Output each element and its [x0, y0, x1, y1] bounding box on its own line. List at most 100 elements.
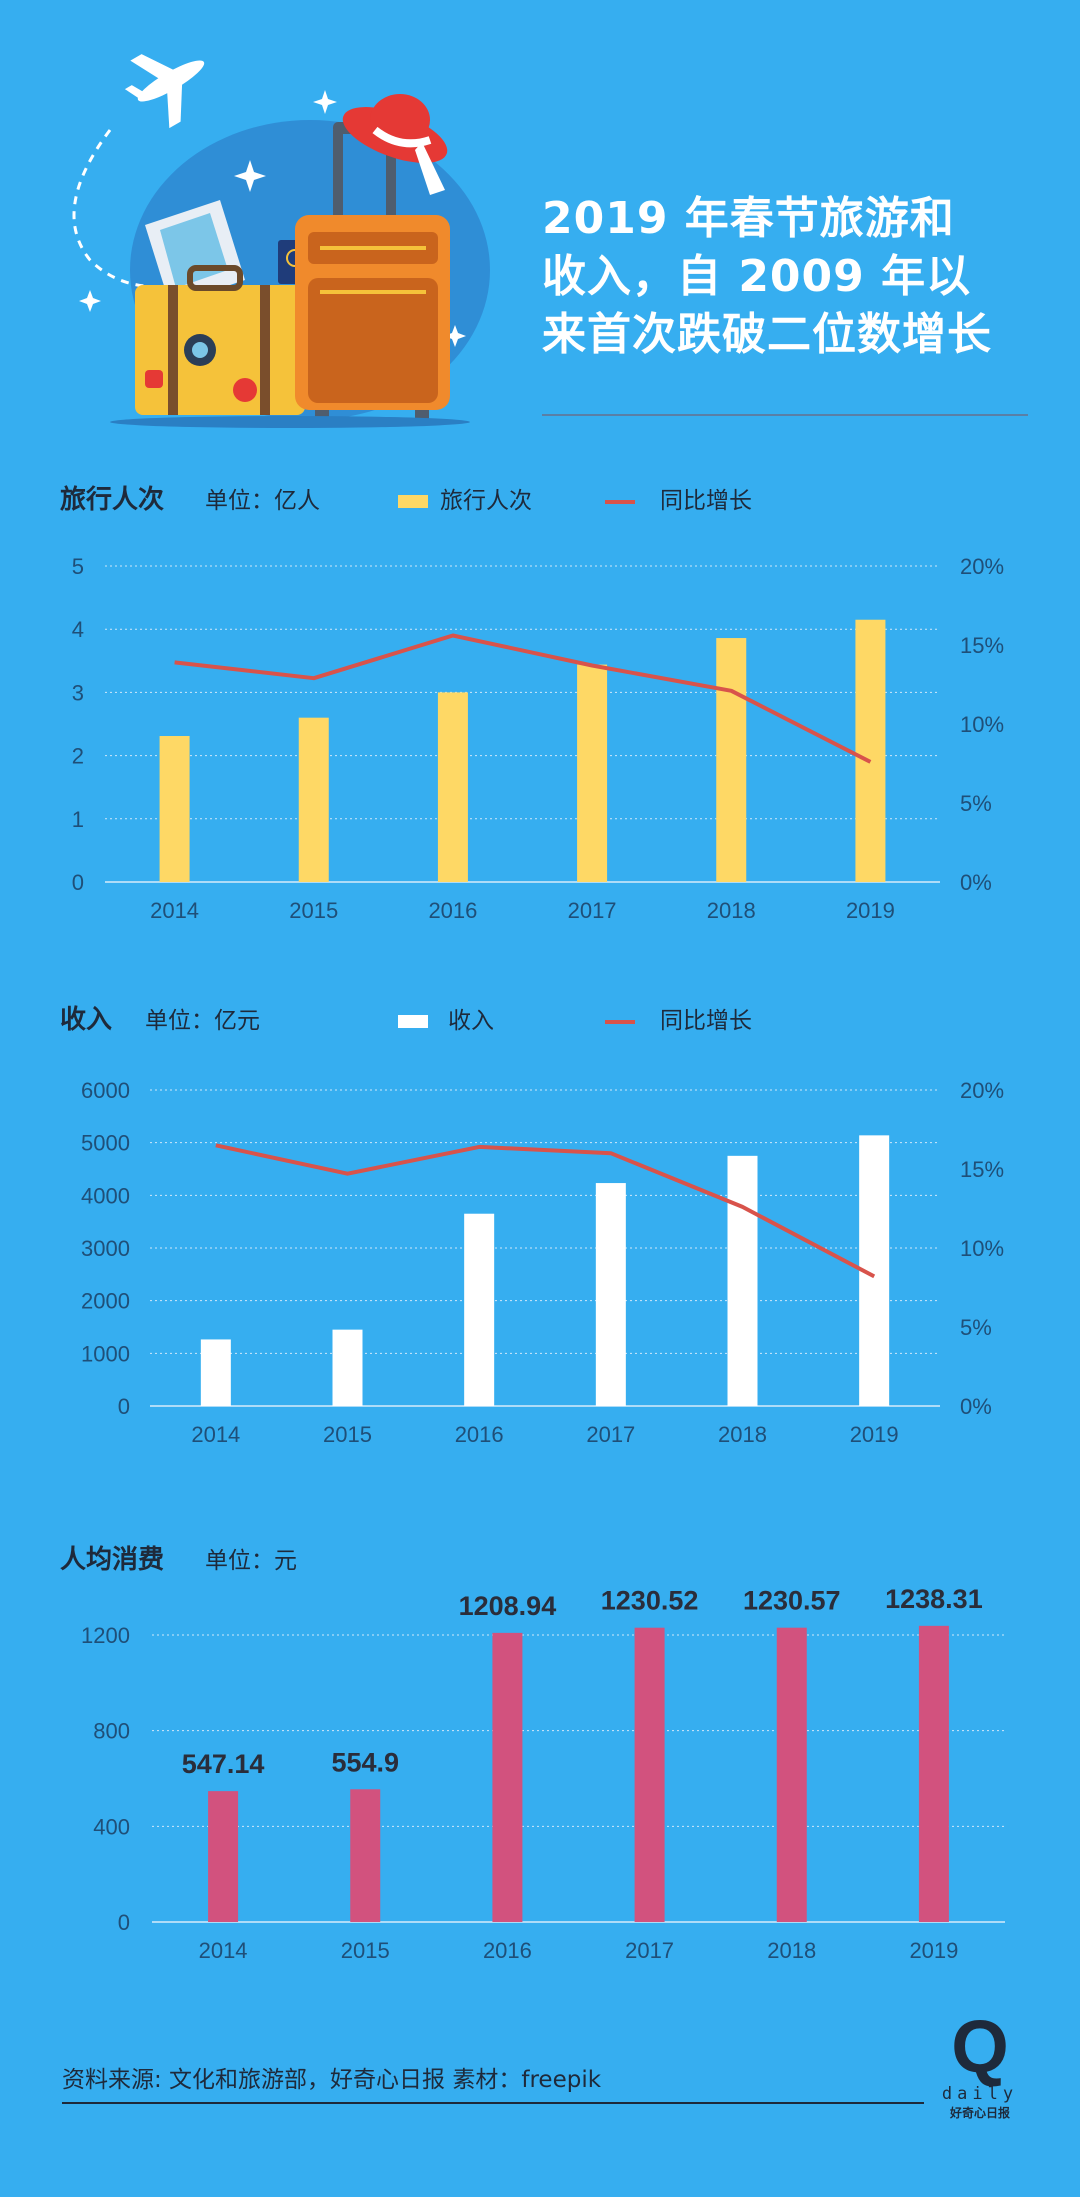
sparkle-icon — [79, 90, 466, 347]
y-tick-label: 0 — [72, 870, 84, 895]
bar — [208, 1791, 239, 1922]
chart-title: 收入 — [60, 1005, 112, 1035]
y2-tick-label: 20% — [960, 1078, 1004, 1103]
y-tick-label: 4 — [72, 617, 84, 642]
bar — [437, 692, 468, 882]
bar — [918, 1625, 949, 1922]
bar — [350, 1789, 381, 1922]
y-tick-label: 1200 — [81, 1623, 130, 1648]
x-tick-label: 2016 — [455, 1422, 504, 1447]
source-divider — [62, 2102, 924, 2104]
y2-tick-label: 5% — [960, 1315, 992, 1340]
logo-letter: Q — [951, 2005, 1009, 2088]
y2-tick-label: 0% — [960, 870, 992, 895]
bar — [634, 1627, 665, 1922]
title-line: 2019 年春节旅游和 — [542, 193, 955, 244]
legend-label: 同比增长 — [660, 1008, 752, 1034]
y2-tick-label: 10% — [960, 712, 1004, 737]
ground-shadow — [110, 416, 470, 428]
y-tick-label: 5000 — [81, 1131, 130, 1156]
y-tick-label: 800 — [93, 1719, 130, 1744]
y2-tick-label: 15% — [960, 633, 1004, 658]
x-tick-label: 2015 — [289, 898, 338, 923]
y-tick-label: 400 — [93, 1814, 130, 1839]
x-tick-label: 2015 — [323, 1422, 372, 1447]
x-tick-label: 2019 — [909, 1938, 958, 1963]
data-label: 554.9 — [331, 1747, 399, 1777]
title-line: 来首次跌破二位数增长 — [542, 309, 992, 360]
source-note: 资料来源: 文化和旅游部，好奇心日报 素材：freepik — [62, 2067, 602, 2093]
x-tick-label: 2018 — [767, 1938, 816, 1963]
legend-label: 同比增长 — [660, 488, 752, 514]
logo-word: daily — [941, 2084, 1019, 2104]
bar — [492, 1632, 523, 1922]
x-tick-label: 2019 — [850, 1422, 899, 1447]
growth-line — [174, 633, 872, 764]
y-tick-label: 4000 — [81, 1183, 130, 1208]
y2-tick-label: 0% — [960, 1394, 992, 1419]
chart-title: 人均消费 — [60, 1545, 164, 1575]
y-tick-label: 3000 — [81, 1236, 130, 1261]
legend-line-swatch — [605, 1020, 635, 1024]
bar — [855, 619, 886, 882]
bar — [464, 1213, 495, 1406]
legend-label: 旅行人次 — [440, 488, 532, 514]
x-tick-label: 2018 — [718, 1422, 767, 1447]
chart-unit: 单位：亿人 — [205, 488, 320, 514]
trips-chart: 旅行人次 单位：亿人 旅行人次 同比增长 0 1 2 3 4 5 0% 5% 10% 15% 20%… — [60, 484, 1004, 923]
y-tick-label: 6000 — [81, 1078, 130, 1103]
bar — [716, 638, 747, 882]
y-tick-label: 0 — [118, 1910, 130, 1935]
legend-label: 收入 — [448, 1008, 494, 1034]
y2-tick-label: 15% — [960, 1157, 1004, 1182]
legend-line-swatch — [605, 500, 635, 504]
y-tick-label: 0 — [118, 1394, 130, 1419]
y-tick-label: 1000 — [81, 1341, 130, 1366]
x-tick-label: 2014 — [199, 1938, 248, 1963]
bar — [595, 1183, 626, 1406]
y2-tick-label: 20% — [960, 554, 1004, 579]
airplane-icon — [124, 54, 205, 129]
orange-suitcase — [295, 122, 450, 420]
bar — [332, 1329, 363, 1406]
revenue-chart: 收入 单位：亿元 收入 同比增长 0 1000 2000 3000 4000 5000 60… — [60, 1005, 1004, 1447]
y-tick-label: 3 — [72, 680, 84, 705]
sun-hat-icon — [342, 94, 448, 195]
legend-bar-swatch — [398, 1015, 428, 1028]
y-tick-label: 2000 — [81, 1289, 130, 1314]
x-tick-label: 2015 — [341, 1938, 390, 1963]
growth-line — [215, 1143, 876, 1279]
logo-subtitle: 好奇心日报 — [949, 2106, 1010, 2120]
bar — [159, 736, 190, 882]
bar — [200, 1339, 231, 1406]
data-label: 547.14 — [182, 1749, 265, 1779]
y-tick-label: 5 — [72, 554, 84, 579]
data-label: 1230.57 — [743, 1586, 841, 1616]
y-tick-label: 1 — [72, 807, 84, 832]
legend-bar-swatch — [398, 495, 428, 508]
data-label: 1238.31 — [885, 1584, 983, 1614]
x-tick-label: 2019 — [846, 898, 895, 923]
chart-unit: 单位：亿元 — [145, 1008, 260, 1034]
x-tick-label: 2017 — [625, 1938, 674, 1963]
x-tick-label: 2014 — [150, 898, 199, 923]
chart-unit: 单位：元 — [205, 1548, 297, 1574]
qdaily-logo: Q daily 好奇心日报 — [940, 2010, 1020, 2135]
data-label: 1230.52 — [601, 1586, 699, 1616]
x-tick-label: 2018 — [707, 898, 756, 923]
y-tick-label: 2 — [72, 744, 84, 769]
x-tick-label: 2014 — [191, 1422, 240, 1447]
page-title: 2019 年春节旅游和 收入，自 2009 年以 来首次跌破二位数增长 — [542, 190, 1042, 364]
y2-tick-label: 10% — [960, 1236, 1004, 1261]
chart-title: 旅行人次 — [60, 484, 164, 515]
title-line: 收入，自 2009 年以 — [542, 251, 972, 302]
bar — [577, 664, 608, 882]
x-tick-label: 2017 — [586, 1422, 635, 1447]
bar — [776, 1627, 807, 1922]
x-tick-label: 2016 — [483, 1938, 532, 1963]
travel-illustration — [72, 54, 490, 428]
yellow-suitcase — [135, 265, 305, 415]
title-divider — [542, 414, 1028, 416]
per-capita-spend-chart: 人均消费 单位：元 0 400 800 1200 2014 547.14 2015 554.9… — [60, 1545, 1005, 1963]
bar — [727, 1155, 758, 1406]
